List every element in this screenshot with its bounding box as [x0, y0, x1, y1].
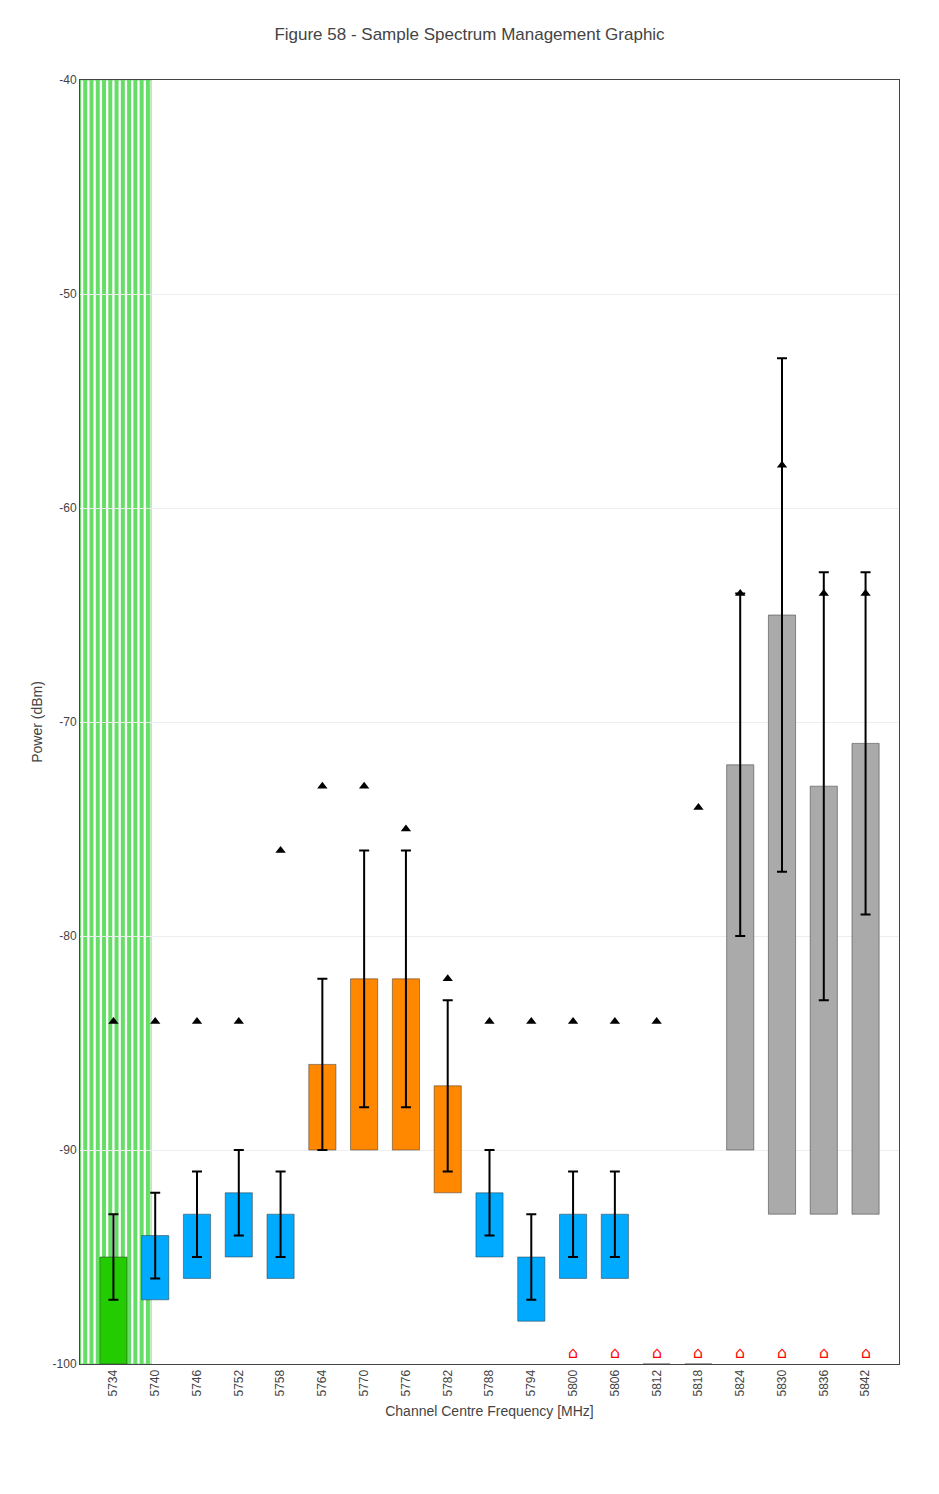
svg-text:5830: 5830	[775, 1369, 789, 1396]
svg-text:5764: 5764	[315, 1369, 329, 1396]
svg-text:⌂: ⌂	[568, 1343, 578, 1362]
svg-text:-60: -60	[59, 501, 77, 515]
svg-text:5758: 5758	[273, 1369, 287, 1396]
svg-text:Figure 58 - Sample Spectrum Ma: Figure 58 - Sample Spectrum Management G…	[274, 25, 665, 44]
svg-text:5812: 5812	[650, 1369, 664, 1396]
svg-text:5794: 5794	[524, 1369, 538, 1396]
svg-text:-70: -70	[59, 715, 77, 729]
svg-text:5740: 5740	[148, 1369, 162, 1396]
svg-text:Channel Centre Frequency [MHz]: Channel Centre Frequency [MHz]	[385, 1403, 594, 1419]
svg-text:-40: -40	[59, 73, 77, 87]
svg-text:⌂: ⌂	[693, 1343, 703, 1362]
svg-text:5776: 5776	[399, 1369, 413, 1396]
svg-text:5842: 5842	[858, 1369, 872, 1396]
svg-text:Power (dBm): Power (dBm)	[29, 681, 45, 763]
svg-text:5782: 5782	[441, 1369, 455, 1396]
svg-text:-50: -50	[59, 287, 77, 301]
svg-text:⌂: ⌂	[652, 1343, 662, 1362]
svg-text:⌂: ⌂	[610, 1343, 620, 1362]
svg-text:5752: 5752	[232, 1369, 246, 1396]
svg-text:-90: -90	[59, 1143, 77, 1157]
svg-text:⌂: ⌂	[735, 1343, 745, 1362]
svg-text:5824: 5824	[733, 1369, 747, 1396]
svg-text:5800: 5800	[566, 1369, 580, 1396]
svg-text:⌂: ⌂	[861, 1343, 871, 1362]
svg-text:5770: 5770	[357, 1369, 371, 1396]
svg-text:5746: 5746	[190, 1369, 204, 1396]
svg-text:5836: 5836	[817, 1369, 831, 1396]
svg-text:5806: 5806	[608, 1369, 622, 1396]
svg-text:-100: -100	[53, 1357, 77, 1371]
svg-text:5788: 5788	[482, 1369, 496, 1396]
svg-text:⌂: ⌂	[777, 1343, 787, 1362]
svg-text:⌂: ⌂	[819, 1343, 829, 1362]
svg-text:5734: 5734	[106, 1369, 120, 1396]
svg-text:5818: 5818	[691, 1369, 705, 1396]
svg-text:-80: -80	[59, 929, 77, 943]
